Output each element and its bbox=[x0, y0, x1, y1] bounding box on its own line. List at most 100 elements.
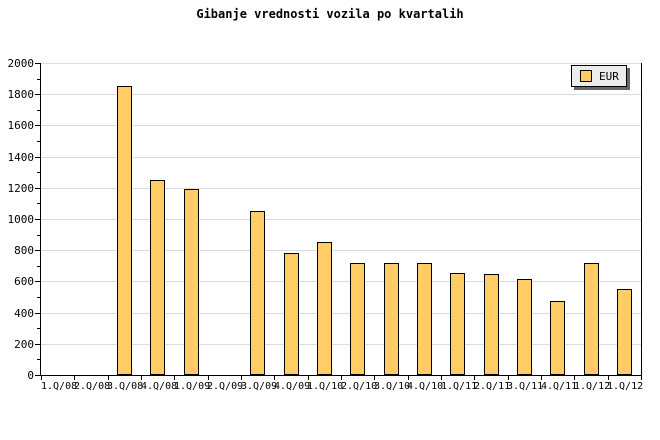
x-tick bbox=[408, 376, 409, 380]
legend-swatch-icon bbox=[580, 70, 592, 82]
bar bbox=[284, 253, 299, 375]
gridline bbox=[41, 94, 641, 95]
bar bbox=[250, 211, 265, 375]
y-tick bbox=[35, 63, 41, 64]
x-axis bbox=[40, 375, 642, 376]
bar bbox=[150, 180, 165, 375]
gridline bbox=[41, 125, 641, 126]
y-tick bbox=[35, 344, 41, 345]
y-minor-tick bbox=[37, 79, 41, 80]
y-tick-label: 200 bbox=[14, 338, 34, 351]
x-tick bbox=[108, 376, 109, 380]
bar bbox=[350, 263, 365, 375]
y-minor-tick bbox=[37, 297, 41, 298]
bar bbox=[584, 263, 599, 375]
x-tick-label: 1.Q/12 bbox=[607, 381, 644, 392]
x-tick-label: 2.Q/08 bbox=[74, 381, 111, 392]
x-tick bbox=[541, 376, 542, 380]
y-minor-tick bbox=[37, 328, 41, 329]
bar bbox=[184, 189, 199, 375]
y-minor-tick bbox=[37, 141, 41, 142]
x-tick bbox=[374, 376, 375, 380]
x-tick-label: 4.Q/11 bbox=[541, 381, 578, 392]
x-tick-label: 3.Q/10 bbox=[374, 381, 411, 392]
gridline bbox=[41, 63, 641, 64]
x-tick-label: 2.Q/09 bbox=[207, 381, 244, 392]
y-tick-label: 1600 bbox=[7, 119, 35, 132]
x-tick-label: 1.Q/12 bbox=[574, 381, 611, 392]
legend: EUR bbox=[571, 65, 627, 87]
bar bbox=[417, 263, 432, 375]
y-tick-label: 1400 bbox=[7, 151, 35, 164]
legend-label: EUR bbox=[599, 69, 619, 83]
x-tick bbox=[174, 376, 175, 380]
bar bbox=[517, 279, 532, 375]
y-tick-label: 600 bbox=[14, 275, 34, 288]
y-tick bbox=[35, 188, 41, 189]
x-tick bbox=[508, 376, 509, 380]
y-tick-label: 400 bbox=[14, 307, 34, 320]
x-tick-label: 3.Q/09 bbox=[241, 381, 278, 392]
x-tick-label: 4.Q/08 bbox=[141, 381, 178, 392]
chart-title: Gibanje vrednosti vozila po kvartalih bbox=[196, 7, 464, 21]
x-tick-label: 2.Q/11 bbox=[474, 381, 511, 392]
x-tick bbox=[141, 376, 142, 380]
x-tick-label: 4.Q/10 bbox=[407, 381, 444, 392]
y-tick bbox=[35, 157, 41, 158]
bar bbox=[484, 274, 499, 375]
bar bbox=[450, 273, 465, 375]
gridline bbox=[41, 313, 641, 314]
gridline bbox=[41, 344, 641, 345]
x-tick bbox=[41, 376, 42, 380]
bar bbox=[117, 86, 132, 375]
y-tick bbox=[35, 375, 41, 376]
y-tick-label: 2000 bbox=[7, 57, 35, 70]
y-tick bbox=[35, 250, 41, 251]
y-tick-label: 1200 bbox=[7, 182, 35, 195]
gridline bbox=[41, 281, 641, 282]
y-minor-tick bbox=[37, 110, 41, 111]
x-tick-label: 3.Q/08 bbox=[107, 381, 144, 392]
bar bbox=[617, 289, 632, 375]
y-tick bbox=[35, 219, 41, 220]
x-tick bbox=[608, 376, 609, 380]
y-tick bbox=[35, 125, 41, 126]
x-tick bbox=[308, 376, 309, 380]
y-tick-label: 1800 bbox=[7, 88, 35, 101]
gridline bbox=[41, 219, 641, 220]
x-tick bbox=[274, 376, 275, 380]
gridline bbox=[41, 250, 641, 251]
x-tick bbox=[74, 376, 75, 380]
x-tick-label: 1.Q/11 bbox=[441, 381, 478, 392]
x-tick-label: 4.Q/09 bbox=[274, 381, 311, 392]
x-tick bbox=[574, 376, 575, 380]
plot-right-border bbox=[641, 63, 642, 376]
x-tick-label: 3.Q/11 bbox=[507, 381, 544, 392]
y-minor-tick bbox=[37, 172, 41, 173]
y-minor-tick bbox=[37, 203, 41, 204]
bar bbox=[384, 263, 399, 375]
x-tick bbox=[641, 376, 642, 380]
y-tick bbox=[35, 94, 41, 95]
x-tick-label: 2.Q/10 bbox=[341, 381, 378, 392]
gridline bbox=[41, 157, 641, 158]
gridline bbox=[41, 188, 641, 189]
x-tick bbox=[208, 376, 209, 380]
x-tick bbox=[241, 376, 242, 380]
x-tick-label: 1.Q/09 bbox=[174, 381, 211, 392]
y-minor-tick bbox=[37, 266, 41, 267]
y-tick bbox=[35, 281, 41, 282]
x-tick-label: 1.Q/08 bbox=[41, 381, 78, 392]
bar bbox=[550, 301, 565, 375]
y-axis bbox=[40, 63, 41, 376]
y-minor-tick bbox=[37, 235, 41, 236]
y-tick-label: 1000 bbox=[7, 213, 35, 226]
y-tick-label: 800 bbox=[14, 244, 34, 257]
bar bbox=[317, 242, 332, 375]
y-tick bbox=[35, 313, 41, 314]
x-tick bbox=[474, 376, 475, 380]
x-tick bbox=[341, 376, 342, 380]
y-tick-label: 0 bbox=[27, 369, 34, 382]
